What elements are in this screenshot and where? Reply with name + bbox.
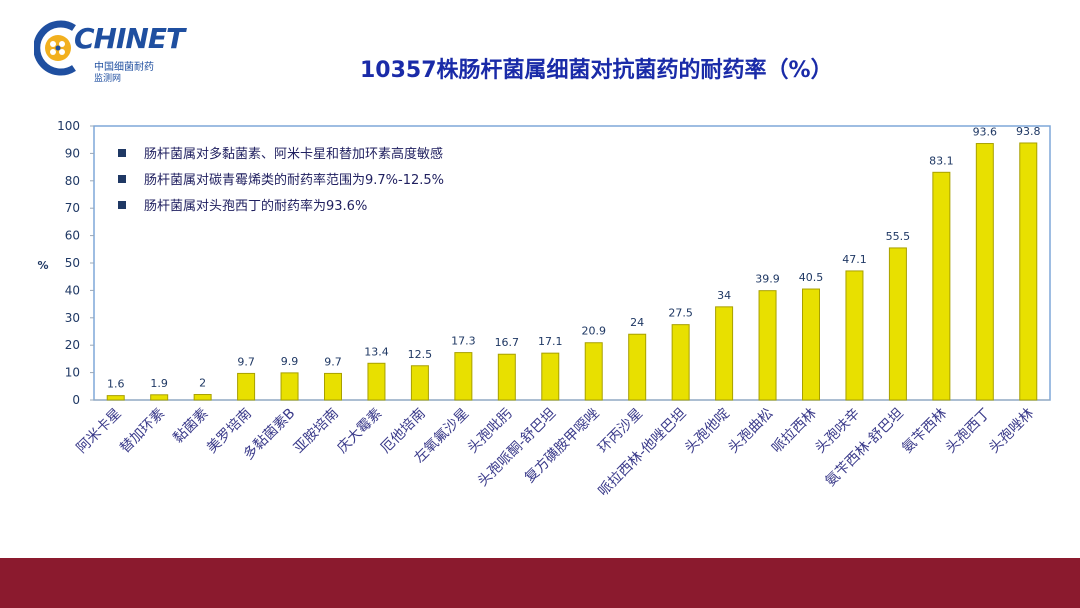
bar-value-label: 24 [630,316,644,329]
bar [932,171,951,401]
x-category-label: 氨苄西林 [899,406,950,457]
logo-wordmark: CHINET [74,22,185,55]
bar [628,333,647,401]
bar [367,362,386,401]
chinet-logo: CHINET 中国细菌耐药 监测网 [34,14,194,84]
x-category-label: 哌拉西林 [768,405,820,457]
bar-value-label: 9.7 [237,355,255,368]
bar-value-label: 20.9 [581,325,606,338]
x-category-label: 阿米卡星 [74,406,125,457]
bar [845,270,864,401]
logo-subtitle-line1: 中国细菌耐药 [94,62,154,73]
annotation-bullet-icon [118,201,126,209]
bar [237,372,256,401]
bar-value-label: 17.1 [538,335,563,348]
bar-value-label: 1.9 [150,377,168,390]
bar-value-label: 16.7 [495,336,520,349]
chart-container: 0 10 20 30 40 50 60 70 80 90 100% 1.6 阿米卡星 1.9 替加环素 2 黏菌… [0,110,1080,550]
bar-value-label: 34 [717,289,731,302]
bar [888,247,907,401]
annotation-text: 肠杆菌属对多黏菌素、阿米卡星和替加环素高度敏感 [144,146,443,162]
bar-value-label: 39.9 [755,273,780,286]
bar-value-label: 93.6 [973,126,998,139]
logo-subtitle-line2: 监测网 [94,74,122,84]
bar [410,365,429,401]
x-category-label: 头孢曲松 [725,406,776,457]
slide-title: 10357株肠杆菌属细菌对抗菌药的耐药率（%） [360,58,833,83]
footer-bar [0,558,1080,608]
bar-value-label: 83.1 [929,154,954,167]
y-tick-label: 70 [65,201,80,215]
x-category-label: 氨苄西林-舒巴坦 [823,406,907,490]
y-tick-label: 80 [65,174,80,188]
bar-value-label: 9.9 [281,355,299,368]
x-category-label: 亚胺培南 [291,406,342,457]
bar [324,372,342,401]
y-tick-label: 40 [65,283,80,297]
bar [1019,142,1038,401]
annotation-text: 肠杆菌属对头孢西丁的耐药率为93.6% [144,198,367,214]
bar [497,353,516,401]
bar [758,290,777,401]
y-tick-label: 20 [65,338,80,352]
bar [584,342,603,401]
y-tick-label: 30 [65,311,80,325]
y-tick-label: 100 [57,119,80,133]
annotation-bullet-icon [118,175,126,183]
bar [106,395,125,401]
x-category-label: 头孢哌酮-舒巴坦 [474,405,559,490]
y-axis-label: % [37,259,48,272]
bar [150,394,169,401]
logo-emblem-icon [34,20,76,76]
bar [541,352,560,401]
bar-value-label: 17.3 [451,335,476,348]
y-tick-label: 90 [65,146,80,160]
x-category-label: 黏菌素 [170,406,211,447]
bar-value-label: 40.5 [799,271,824,284]
bar-value-label: 1.6 [107,378,125,391]
bar [715,306,734,401]
x-category-label: 复方磺胺甲噁唑 [521,405,602,486]
bar [975,143,994,401]
bar [280,372,299,401]
bar-value-label: 12.5 [408,348,433,361]
y-tick-label: 10 [65,366,80,380]
bar-value-label: 2 [199,377,206,390]
bar-chart: 0 10 20 30 40 50 60 70 80 90 100% 1.6 阿米卡星 1.9 替加环素 2 黏菌… [37,119,1051,500]
y-tick-label: 50 [65,256,80,270]
bar-value-label: 55.5 [886,230,911,243]
x-category-label: 替加环素 [117,406,168,457]
x-category-label: 头孢他啶 [682,406,733,457]
y-tick-label: 0 [72,393,80,407]
x-category-label: 头孢唑林 [986,406,1037,457]
annotation-text: 肠杆菌属对碳青霉烯类的耐药率范围为9.7%-12.5% [144,172,444,188]
bar-value-label: 9.7 [324,355,342,368]
bar-value-label: 13.4 [364,345,389,358]
bar [454,352,473,401]
bar [193,394,212,401]
bar [802,288,820,401]
x-category-label: 头孢西丁 [943,406,994,457]
bar-value-label: 27.5 [668,307,693,320]
x-category-label: 庆大霉素 [334,406,385,457]
bar-value-label: 47.1 [842,253,867,266]
bar [671,324,690,401]
annotation-bullet-icon [118,149,126,157]
y-tick-label: 60 [65,229,80,243]
bar-value-label: 93.8 [1016,125,1041,138]
